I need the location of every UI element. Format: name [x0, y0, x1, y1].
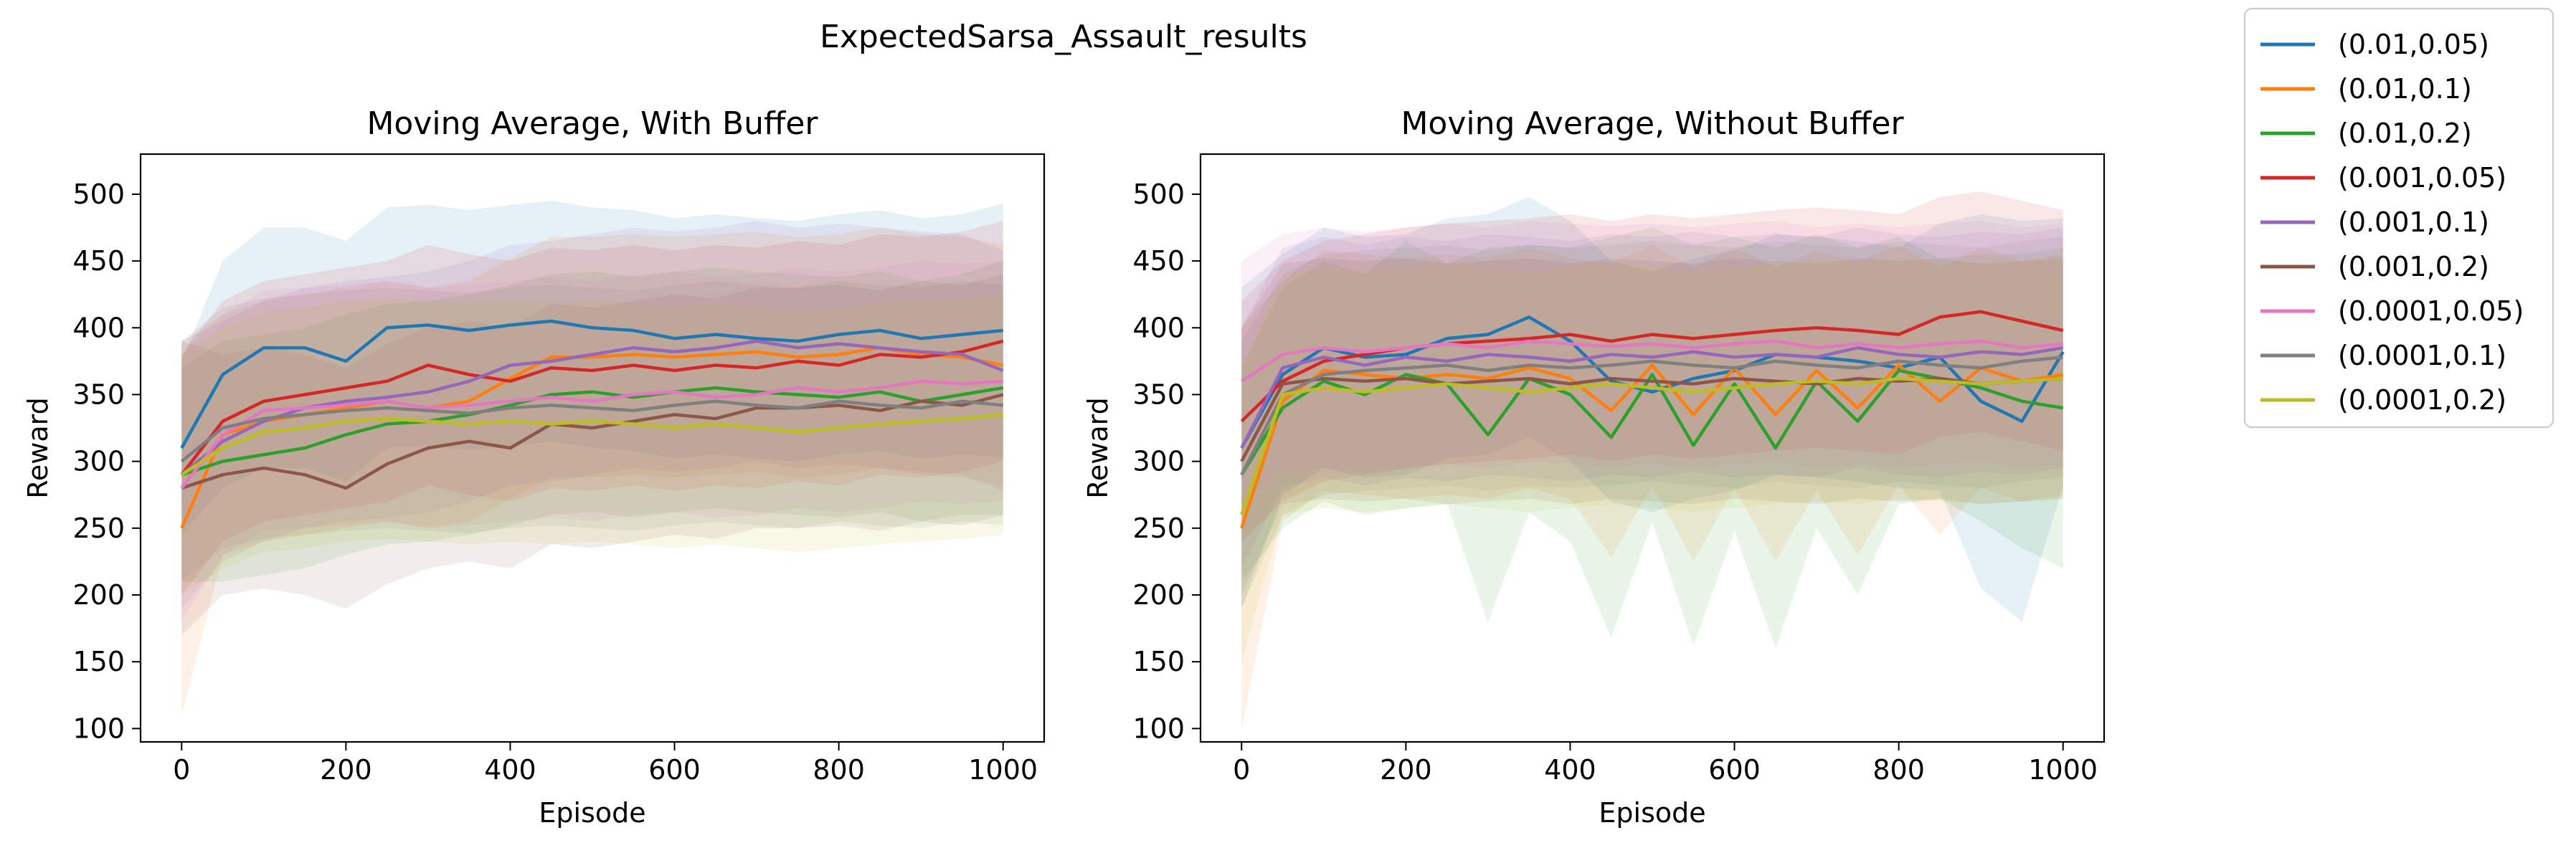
band-0-001-0-1	[181, 221, 1003, 609]
x-tick-label: 0	[1233, 754, 1250, 786]
band-0-01-0-2	[1241, 227, 2063, 649]
band-0-001-0-2	[181, 274, 1003, 635]
x-tick-label: 1000	[968, 754, 1038, 786]
band-0-0001-0-05	[181, 261, 1003, 622]
y-tick-label: 200	[72, 579, 125, 611]
band-0-01-0-1	[181, 227, 1003, 715]
axes-frame	[139, 153, 1046, 743]
x-axis-label: Episode	[1599, 797, 1705, 829]
series-line-0-0001-0-05	[1241, 339, 2063, 383]
x-tick-label: 600	[1708, 754, 1761, 786]
series-line-0-01-0-2	[181, 386, 1004, 477]
series-line-0-01-0-2	[1240, 368, 2064, 476]
series-line-0-01-0-1	[1240, 363, 2064, 529]
y-tick-label: 150	[1132, 646, 1185, 677]
x-tick-label: 800	[813, 754, 865, 786]
y-tick-label: 450	[72, 245, 125, 277]
legend-label-0-0001-0-1: (0.0001,0.1)	[2338, 340, 2506, 371]
legend-label-0-01-0-05: (0.01,0.05)	[2338, 29, 2489, 60]
y-tick-label: 200	[1132, 579, 1185, 611]
band-0-01-0-05	[1241, 196, 2063, 622]
legend-label-0-001-0-2: (0.001,0.2)	[2338, 251, 2489, 282]
y-axis-label: Reward	[22, 397, 54, 499]
y-tick-label: 300	[72, 446, 125, 477]
series-line-0-0001-0-1	[1240, 356, 2063, 476]
legend-label-0-0001-0-2: (0.0001,0.2)	[2338, 384, 2506, 416]
series-line-0-0001-0-1	[180, 399, 1003, 463]
x-tick-label: 1000	[2028, 754, 2098, 786]
axes-frame	[1199, 153, 2106, 743]
series-line-0-001-0-05	[180, 339, 1004, 476]
series-line-0-01-0-05	[1240, 315, 2065, 449]
y-tick-label: 250	[72, 513, 125, 544]
series-line-0-001-0-1	[1240, 346, 2064, 449]
y-axis-label: Reward	[1082, 397, 1114, 499]
series-line-0-0001-0-05	[180, 379, 1003, 490]
legend-label-0-0001-0-05: (0.0001,0.05)	[2338, 295, 2524, 327]
band-0-001-0-1	[1241, 227, 2063, 568]
legend-box	[2243, 7, 2554, 429]
y-tick-label: 350	[72, 378, 125, 410]
y-tick-label: 100	[1132, 713, 1185, 744]
plot-without-buffer: 0 200 400 600 800 1000 100 150 200 250 300 350 400 45…	[1082, 105, 2106, 829]
band-0-0001-0-2	[181, 294, 1003, 595]
y-tick-label: 100	[72, 713, 125, 744]
x-tick-label: 400	[1544, 754, 1596, 786]
legend-label-0-001-0-05: (0.001,0.05)	[2338, 162, 2506, 194]
x-axis-label: Episode	[539, 797, 645, 829]
y-tick-label: 350	[1132, 378, 1185, 410]
x-tick-label: 0	[173, 754, 190, 786]
x-tick-label: 200	[1380, 754, 1432, 786]
x-tick-label: 400	[484, 754, 536, 786]
axes-title: Moving Average, With Buffer	[366, 105, 818, 142]
legend: (0.01,0.05) (0.01,0.1) (0.01,0.2) (0.001,0.…	[2243, 7, 2554, 429]
figure-title: ExpectedSarsa_Assault_results	[820, 19, 1307, 55]
legend-label-0-001-0-1: (0.001,0.1)	[2338, 206, 2489, 238]
y-tick-label: 450	[1132, 245, 1185, 277]
legend-label-0-01-0-2: (0.01,0.2)	[2338, 118, 2472, 149]
y-tick-label: 250	[1132, 513, 1185, 544]
series-line-0-0001-0-2	[181, 413, 1003, 477]
y-tick-label: 500	[1132, 178, 1185, 210]
y-tick-label: 150	[72, 646, 125, 677]
x-tick-label: 800	[1872, 754, 1925, 786]
legend-label-0-01-0-1: (0.01,0.1)	[2338, 73, 2472, 105]
band-0-0001-0-2	[1241, 258, 2063, 662]
series-line-0-0001-0-2	[1240, 376, 2063, 515]
plot-with-buffer: 0 200 400 600 800 1000 100 150 200 250 300 350 400 45…	[22, 105, 1046, 829]
y-tick-label: 400	[72, 312, 125, 343]
y-tick-label: 400	[1132, 312, 1185, 343]
x-tick-label: 600	[648, 754, 701, 786]
series-line-0-001-0-05	[1240, 310, 2064, 423]
x-tick-label: 200	[320, 754, 372, 786]
series-line-0-001-0-2	[181, 393, 1004, 490]
y-tick-label: 500	[72, 178, 125, 210]
y-tick-label: 300	[1132, 446, 1185, 477]
band-0-01-0-05	[181, 201, 1003, 535]
series-line-0-01-0-05	[180, 319, 1003, 449]
axes-title: Moving Average, Without Buffer	[1401, 105, 1904, 142]
